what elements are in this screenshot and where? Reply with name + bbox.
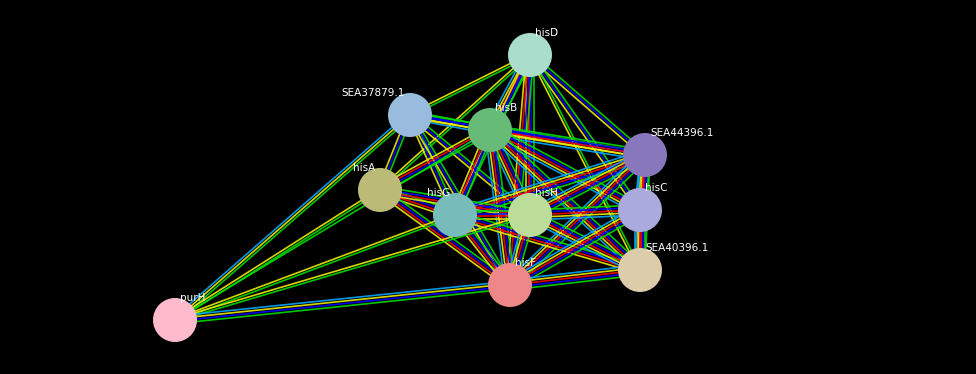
Circle shape — [388, 93, 432, 137]
Text: hisF: hisF — [515, 258, 536, 268]
Text: SEA40396.1: SEA40396.1 — [645, 243, 709, 253]
Circle shape — [623, 133, 667, 177]
Circle shape — [468, 108, 512, 152]
Text: hisD: hisD — [535, 28, 558, 38]
Text: hisH: hisH — [535, 188, 558, 198]
Circle shape — [618, 188, 662, 232]
Circle shape — [618, 248, 662, 292]
Text: purH: purH — [180, 293, 205, 303]
Circle shape — [433, 193, 477, 237]
Text: hisB: hisB — [495, 103, 517, 113]
Text: hisG: hisG — [427, 188, 450, 198]
Text: SEA37879.1: SEA37879.1 — [342, 88, 405, 98]
Circle shape — [153, 298, 197, 342]
Circle shape — [358, 168, 402, 212]
Text: SEA44396.1: SEA44396.1 — [650, 128, 713, 138]
Text: hisA: hisA — [352, 163, 375, 173]
Circle shape — [508, 33, 552, 77]
Circle shape — [508, 193, 552, 237]
Circle shape — [488, 263, 532, 307]
Text: hisC: hisC — [645, 183, 668, 193]
